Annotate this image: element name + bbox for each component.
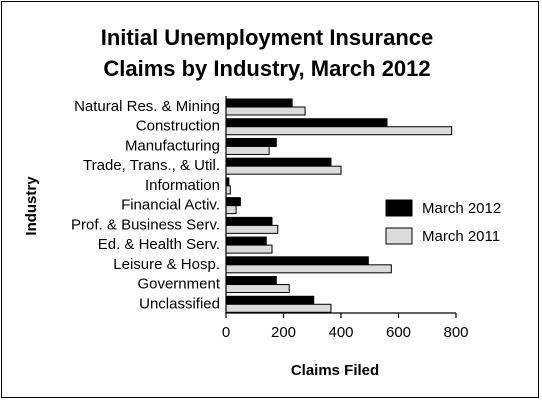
legend: March 2012 March 2011 [385, 199, 501, 245]
bar-march-2011 [225, 303, 332, 313]
x-tick-label: 800 [443, 324, 468, 341]
legend-label: March 2012 [422, 200, 501, 217]
category-label: Ed. & Health Serv. [98, 236, 220, 253]
x-tick-label: 200 [271, 324, 296, 341]
category-label: Trade, Trans., & Util. [83, 157, 220, 174]
chart-title-line-1: Initial Unemployment Insurance [101, 25, 434, 50]
bar-march-2011 [225, 126, 453, 136]
bar-march-2011 [225, 205, 237, 215]
bar-march-2011 [225, 244, 273, 254]
category-label: Prof. & Business Serv. [71, 216, 220, 233]
bar-march-2012 [225, 197, 241, 207]
category-labels: Natural Res. & Mining Construction Manufac… [71, 98, 221, 312]
chart-title-line-2: Claims by Industry, March 2012 [103, 56, 430, 81]
bar-march-2011 [225, 165, 342, 175]
bar-march-2012 [225, 295, 315, 305]
y-axis-label: Industry [23, 176, 40, 236]
x-axis-label: Claims Filed [291, 362, 379, 379]
legend-swatch-march-2011 [385, 227, 413, 245]
category-label: Natural Res. & Mining [74, 98, 220, 115]
bar-march-2011 [225, 145, 270, 155]
x-tick-label: 600 [386, 324, 411, 341]
bar-march-2011 [225, 185, 231, 195]
x-axis: 0 200 400 600 800 [222, 96, 469, 341]
x-tick-label: 0 [222, 324, 230, 341]
bar-march-2012 [225, 98, 293, 108]
bar-march-2012 [225, 216, 273, 226]
bars-group [225, 98, 453, 313]
legend-label: March 2011 [422, 228, 500, 245]
bar-march-2012 [225, 118, 388, 128]
category-label: Government [137, 276, 220, 293]
bar-march-2012 [225, 137, 277, 147]
bar-march-2011 [225, 224, 279, 234]
bar-march-2012 [225, 276, 277, 286]
category-label: Financial Activ. [121, 197, 220, 214]
category-label: Leisure & Hosp. [113, 256, 220, 273]
category-label: Information [145, 177, 220, 194]
bar-march-2012 [225, 256, 369, 266]
category-label: Unclassified [139, 295, 220, 312]
category-label: Construction [136, 118, 220, 135]
bar-march-2011 [225, 284, 290, 294]
bar-march-2011 [225, 106, 306, 116]
x-tick-label: 400 [328, 324, 353, 341]
legend-swatch-march-2012 [385, 199, 413, 217]
bar-march-2011 [225, 264, 392, 274]
category-label: Manufacturing [125, 137, 220, 154]
bar-march-2012 [225, 157, 332, 167]
bar-march-2012 [225, 236, 267, 246]
